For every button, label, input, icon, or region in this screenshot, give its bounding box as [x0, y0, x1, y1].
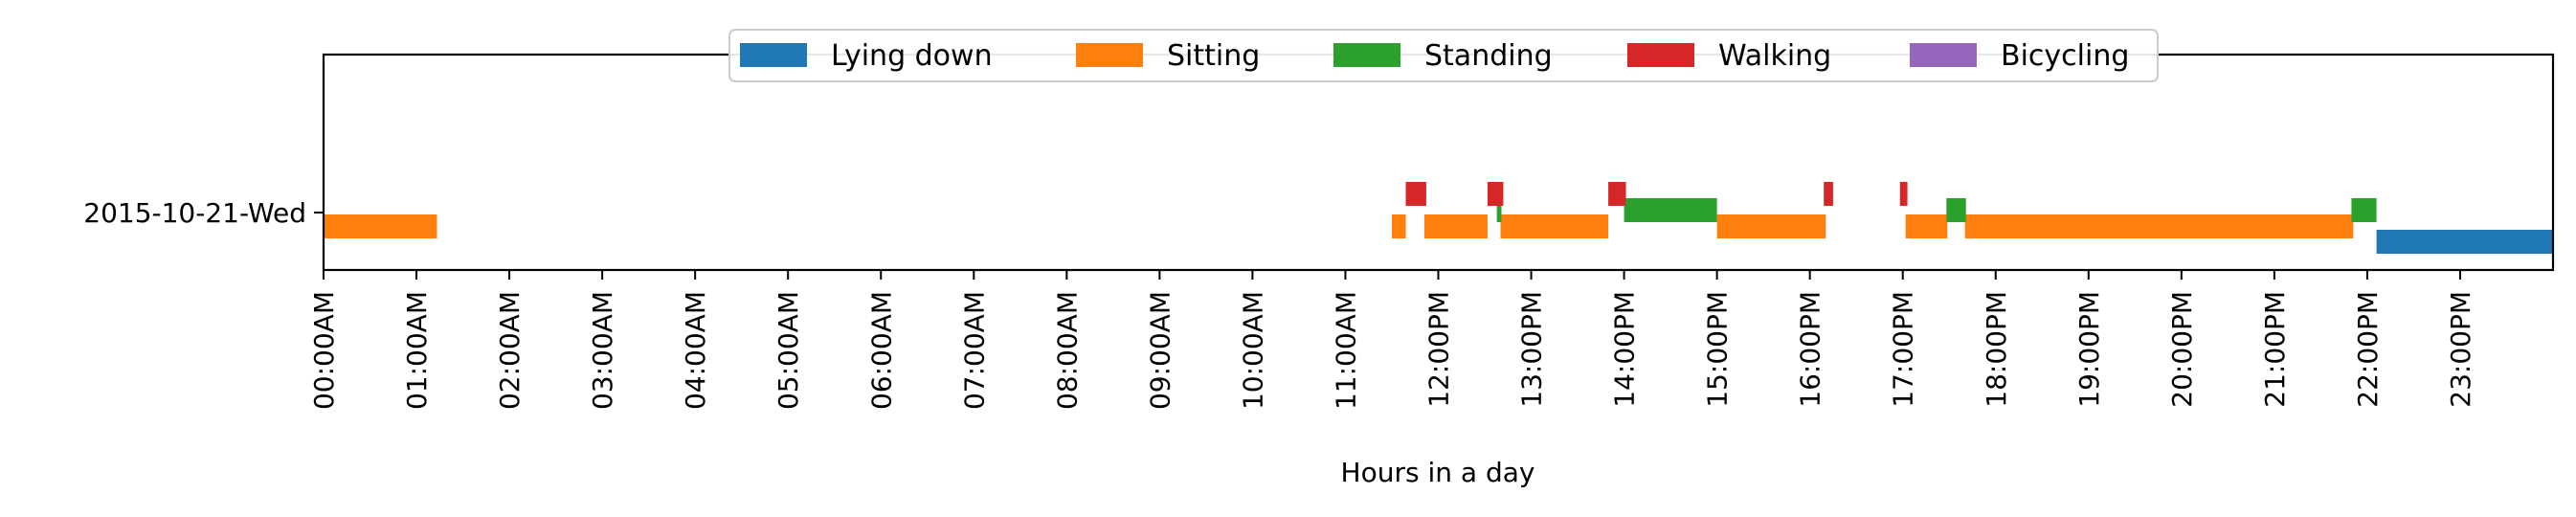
x-tick-label-16: 16:00PM: [1795, 291, 1826, 408]
bar-sitting-6: [1964, 214, 2354, 238]
x-tick-label-6: 06:00AM: [865, 291, 897, 410]
legend-swatch-lying-down: [740, 43, 807, 67]
x-tick-label-20: 20:00PM: [2166, 291, 2198, 408]
bar-standing-1: [1624, 198, 1717, 222]
x-tick-label-1: 01:00AM: [401, 291, 433, 410]
bar-sitting-3: [1500, 214, 1609, 238]
bar-standing-0: [1496, 198, 1502, 222]
y-axis: 2015-10-21-Wed: [83, 197, 324, 229]
legend-label-standing: Standing: [1424, 39, 1553, 73]
bar-walking-0: [1405, 182, 1426, 206]
legend-label-walking: Walking: [1718, 39, 1831, 73]
legend-label-bicycling: Bicycling: [2001, 39, 2129, 73]
x-tick-label-0: 00:00AM: [308, 291, 340, 410]
x-tick-label-9: 09:00AM: [1144, 291, 1176, 410]
bar-sitting-2: [1423, 214, 1488, 238]
x-tick-label-5: 05:00AM: [773, 291, 804, 410]
x-axis-title: Hours in a day: [1341, 457, 1535, 488]
bar-walking-1: [1487, 182, 1504, 206]
legend: Lying down Sitting Standing Walking Bicyclin…: [728, 29, 2159, 82]
legend-swatch-standing: [1333, 43, 1400, 67]
y-tick-label-0: 2015-10-21-Wed: [83, 197, 306, 229]
x-tick-label-10: 10:00AM: [1237, 291, 1268, 410]
x-tick-label-21: 21:00PM: [2259, 291, 2291, 408]
x-tick-label-2: 02:00AM: [494, 291, 526, 410]
legend-label-sitting: Sitting: [1167, 39, 1260, 73]
legend-swatch-walking: [1627, 43, 1694, 67]
legend-frame: [728, 29, 2159, 82]
x-tick-label-15: 15:00PM: [1702, 291, 1734, 408]
bar-walking-3: [1824, 182, 1833, 206]
x-tick-label-3: 03:00AM: [587, 291, 618, 410]
bar-standing-3: [2351, 198, 2377, 222]
bar-lying-down-0: [2376, 230, 2553, 254]
x-tick-label-19: 19:00PM: [2073, 291, 2105, 408]
x-tick-label-14: 14:00PM: [1609, 291, 1641, 408]
bar-sitting-4: [1716, 214, 1826, 238]
x-axis: 00:00AM 01:00AM 02:00AM 03:00AM 04:00AM 05:00…: [308, 270, 2476, 410]
bar-walking-2: [1608, 182, 1626, 206]
x-tick-label-13: 13:00PM: [1516, 291, 1548, 408]
bars-layer: [324, 182, 2553, 254]
x-tick-label-7: 07:00AM: [958, 291, 990, 410]
x-tick-label-8: 08:00AM: [1051, 291, 1083, 410]
x-tick-label-17: 17:00PM: [1888, 291, 1919, 408]
x-tick-label-12: 12:00PM: [1423, 291, 1455, 408]
x-tick-label-11: 11:00AM: [1330, 291, 1361, 410]
bar-sitting-0: [324, 214, 437, 238]
bar-sitting-5: [1905, 214, 1948, 238]
legend-swatch-sitting: [1076, 43, 1143, 67]
bar-standing-2: [1946, 198, 1966, 222]
x-tick-label-4: 04:00AM: [680, 291, 711, 410]
legend-label-lying-down: Lying down: [831, 39, 993, 73]
bar-sitting-1: [1391, 214, 1406, 238]
x-tick-label-22: 22:00PM: [2352, 291, 2384, 408]
x-tick-label-23: 23:00PM: [2445, 291, 2476, 408]
bar-walking-4: [1899, 182, 1908, 206]
x-tick-label-18: 18:00PM: [1981, 291, 2012, 408]
legend-swatch-bicycling: [1910, 43, 1977, 67]
